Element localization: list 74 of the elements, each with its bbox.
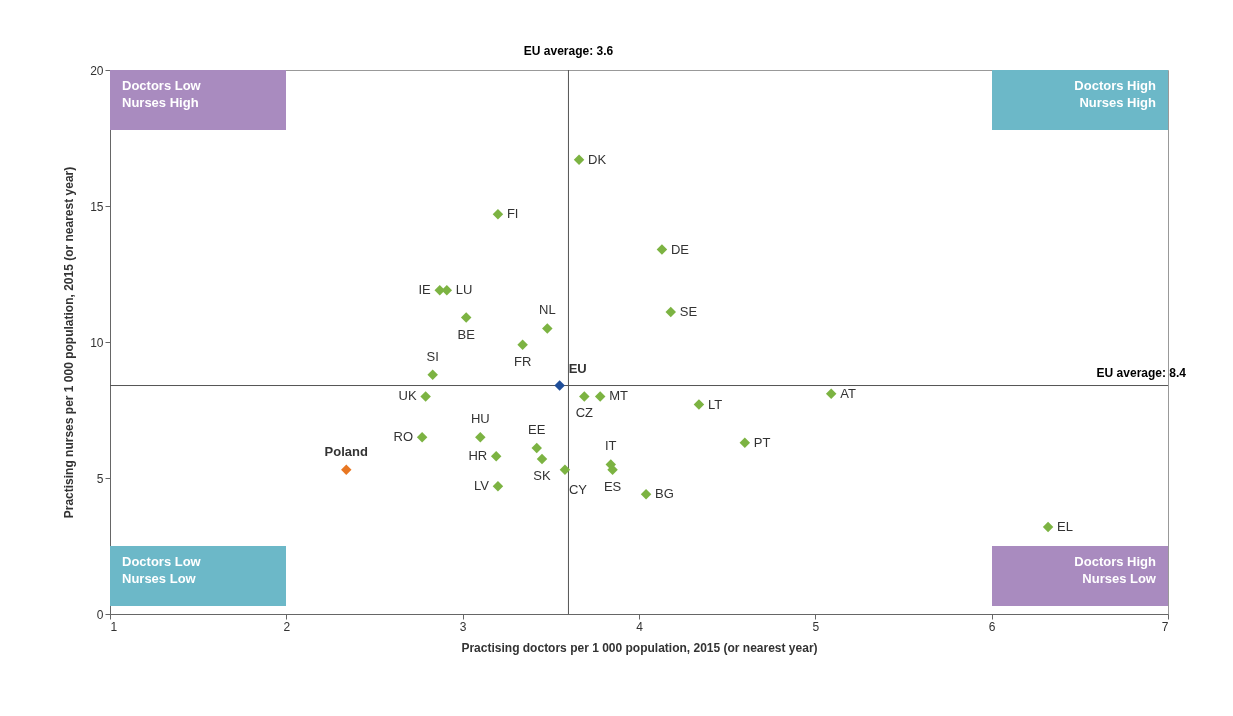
data-label: LU	[455, 282, 473, 298]
point	[554, 380, 565, 391]
point	[594, 391, 606, 402]
data-label: LV	[474, 478, 490, 494]
x-axis-title: Practising doctors per 1 000 population, 2015 (or nearest year)	[461, 640, 818, 655]
data-label: CZ	[575, 405, 594, 421]
data-label: HR	[468, 448, 488, 464]
data-label: FR	[513, 353, 532, 369]
data-label: BE	[457, 326, 476, 342]
point	[665, 306, 676, 318]
point	[656, 244, 668, 255]
x-tick-label: 6	[988, 619, 996, 634]
data-label: AT	[840, 385, 856, 401]
data-label: EL	[1057, 518, 1073, 534]
data-label: SE	[679, 304, 698, 320]
point	[490, 451, 502, 462]
y-tick-label: 20	[90, 63, 104, 78]
data-label: MT	[609, 388, 629, 404]
point	[517, 339, 528, 350]
annotation: Doctors High Nurses Low	[1073, 553, 1157, 588]
ref-line-label: EU average: 8.4	[1096, 365, 1187, 380]
annotation: Doctors Low Nurses High	[121, 77, 202, 112]
point	[640, 489, 652, 500]
x-tick-label: 3	[459, 619, 467, 634]
point	[531, 442, 542, 454]
point	[739, 437, 751, 448]
annotation: Doctors Low Nurses Low	[121, 553, 202, 588]
data-label: Poland	[324, 443, 369, 459]
y-tick-label: 0	[96, 607, 104, 622]
data-label: HU	[470, 411, 490, 427]
data-label: BG	[655, 486, 674, 502]
data-label: UK	[398, 388, 417, 404]
point	[341, 464, 352, 476]
point	[536, 453, 548, 465]
x-tick-label: 1	[110, 619, 118, 634]
data-label: EU	[568, 360, 587, 376]
data-label: IE	[418, 282, 432, 298]
point	[693, 399, 705, 410]
y-axis-title: Practising nurses per 1 000 population, 2015 (or nearest year)	[62, 166, 77, 519]
point	[460, 312, 472, 323]
point	[416, 431, 428, 443]
x-tick-label: 2	[283, 619, 291, 634]
y-tick-label: 15	[90, 199, 104, 214]
point	[1042, 521, 1054, 533]
annotation: Doctors High Nurses High	[1073, 77, 1157, 112]
data-label: LT	[707, 396, 723, 412]
x-tick-label: 7	[1161, 619, 1169, 634]
data-label: RO	[393, 429, 414, 445]
point	[542, 323, 553, 334]
x-tick-label: 5	[812, 619, 820, 634]
point	[492, 208, 504, 220]
data-label: ES	[603, 478, 622, 494]
data-label: FI	[506, 206, 519, 222]
y-tick-label: 5	[96, 471, 104, 486]
y-tick-label: 10	[90, 335, 104, 350]
ref-line-label: EU average: 3.6	[523, 44, 614, 58]
data-label: DE	[670, 241, 690, 257]
point	[420, 391, 431, 402]
data-label: SK	[533, 467, 552, 483]
data-label: PT	[753, 434, 771, 450]
point	[579, 391, 590, 402]
point	[492, 480, 504, 492]
point	[559, 464, 571, 476]
data-label: IT	[605, 438, 617, 454]
point	[825, 388, 837, 399]
point	[475, 431, 486, 443]
data-label: EE	[528, 422, 546, 438]
data-label: SI	[426, 348, 439, 364]
data-label: DK	[588, 151, 607, 167]
x-tick-label: 4	[636, 619, 644, 634]
point	[573, 154, 585, 165]
data-label: CY	[568, 481, 588, 497]
point	[427, 369, 438, 380]
data-label: NL	[538, 302, 556, 318]
